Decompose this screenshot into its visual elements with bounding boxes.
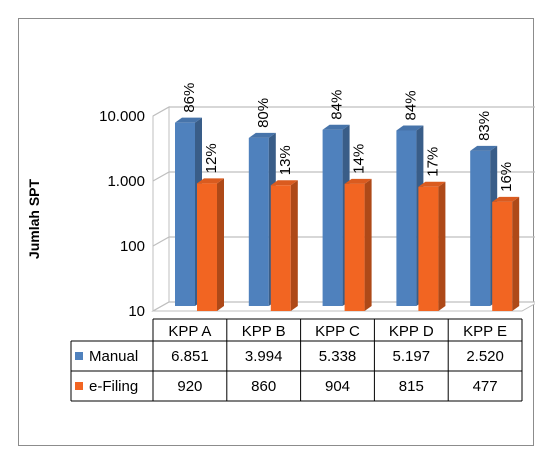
percent-labels: 86% 12% 80% 13% 84% 14% 84% 17% 83% 16% <box>181 83 515 192</box>
bar-top <box>270 180 298 186</box>
legend-swatch <box>75 352 83 360</box>
bar-side <box>290 180 298 311</box>
bar-front <box>197 183 217 311</box>
bar-front <box>344 183 365 311</box>
data-table-cell: 6.851 <box>171 348 209 365</box>
bar-side <box>438 181 446 311</box>
percent-label: 12% <box>203 143 220 173</box>
percent-label: 16% <box>498 162 515 192</box>
bar-front <box>418 186 439 311</box>
y-tick-label: 10 <box>128 303 145 320</box>
category-label: KPP D <box>389 323 434 340</box>
bar-top <box>396 125 424 131</box>
data-table-cell: 5.338 <box>319 348 357 365</box>
bar-e-filing <box>418 181 446 311</box>
data-table: KPP A KPP B KPP C KPP D KPP E Manual 6.851 3.99… <box>70 318 523 402</box>
y-tick-label: 1.000 <box>107 173 145 190</box>
bar-e-filing <box>344 178 372 311</box>
data-table-cell: 904 <box>325 378 350 395</box>
percent-label: 86% <box>181 83 198 113</box>
category-label: KPP A <box>168 323 211 340</box>
percent-label: 14% <box>351 144 368 174</box>
bar-front <box>470 150 491 306</box>
bar-side <box>512 196 520 311</box>
legend-entry: Manual <box>89 348 138 365</box>
bar-top <box>248 132 276 138</box>
bar-top <box>322 124 350 130</box>
bars <box>175 117 520 311</box>
bar-top <box>175 117 202 123</box>
bar-chart: 10 100 1.000 10.000 Jumlah SPT 86% 12% 80% 13%… <box>26 83 535 402</box>
data-table-cell: 920 <box>177 378 202 395</box>
bar-manual <box>175 117 202 306</box>
percent-label: 84% <box>402 90 419 120</box>
chart-frame: 10 100 1.000 10.000 Jumlah SPT 86% 12% 80% 13%… <box>18 18 535 446</box>
legend-swatch <box>75 382 83 390</box>
bar-front <box>322 129 343 306</box>
data-table-cell: 5.197 <box>393 348 431 365</box>
bar-top <box>418 181 446 187</box>
bar-front <box>396 130 417 306</box>
y-axis-label: Jumlah SPT <box>26 178 42 259</box>
data-table-cell: 3.994 <box>245 348 283 365</box>
category-label: KPP E <box>463 323 507 340</box>
y-axis-ticks: 10 100 1.000 10.000 <box>99 108 145 320</box>
bar-side <box>364 178 372 311</box>
bar-side <box>217 178 224 311</box>
bar-front <box>175 122 195 306</box>
percent-label: 84% <box>329 90 346 120</box>
gridline <box>152 106 535 117</box>
legend-entry: e-Filing <box>89 378 138 395</box>
bar-front <box>270 185 291 311</box>
data-table-cell: 815 <box>399 378 424 395</box>
bar-e-filing <box>492 196 520 311</box>
bar-e-filing <box>197 178 224 311</box>
percent-label: 17% <box>424 147 441 177</box>
percent-label: 83% <box>476 111 493 141</box>
y-tick-label: 10.000 <box>99 108 145 125</box>
bar-top <box>197 178 224 184</box>
y-tick-label: 100 <box>120 238 145 255</box>
side-wall <box>152 106 170 312</box>
bar-top <box>344 178 372 184</box>
bar-e-filing <box>270 180 298 311</box>
category-label: KPP C <box>315 323 360 340</box>
data-table-cell: 477 <box>473 378 498 395</box>
bar-top <box>470 145 498 151</box>
percent-label: 13% <box>277 145 294 175</box>
data-table-cell: 2.520 <box>466 348 504 365</box>
bar-front <box>248 137 269 306</box>
bar-front <box>492 201 513 311</box>
data-table-cell: 860 <box>251 378 276 395</box>
percent-label: 80% <box>255 98 272 128</box>
bar-top <box>492 196 520 202</box>
category-label: KPP B <box>242 323 286 340</box>
